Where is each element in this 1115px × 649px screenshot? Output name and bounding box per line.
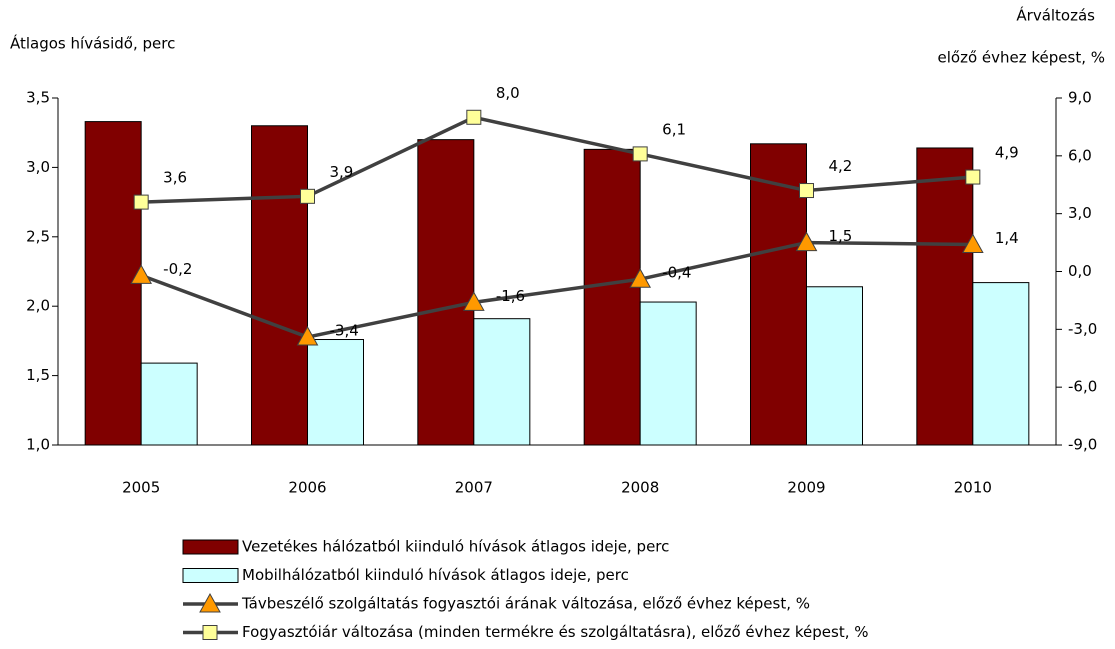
legend-label: Mobilhálózatból kiinduló hívások átlagos… [242,566,629,584]
y-axis-title: Átlagos hívásidő, perc [10,34,175,53]
y-tick-label: 1,0 [26,436,50,454]
marker [799,183,814,199]
legend-label: Fogyasztóiár változása (minden termékre … [242,623,869,641]
data-label: 1,4 [995,229,1019,247]
bar [140,362,198,446]
legend-swatch [182,539,239,555]
line [140,240,973,339]
bar [916,147,974,446]
bar [251,125,308,446]
x-tick-label: 2005 [122,479,160,497]
y2-axis-title: előző évhez képest, % [938,49,1106,67]
legend-marker [202,625,218,640]
y-tick-label: 1,5 [26,366,50,384]
marker [632,146,648,162]
data-label: 4,2 [829,157,853,175]
y2-tick-label: 9,0 [1068,89,1092,107]
y2-tick-label: 3,0 [1068,204,1092,222]
legend-swatch [182,568,239,583]
x-tick-label: 2009 [787,479,825,497]
y2-tick-label: -6,0 [1068,378,1097,396]
marker [629,268,652,288]
marker [300,188,315,204]
marker [133,194,149,210]
legend-marker [199,592,221,613]
data-label: 3,6 [163,169,187,187]
bar [806,286,863,446]
legend-label: Vezetékes hálózatból kiinduló hívások át… [242,538,669,556]
y2-axis-title: Árváltozás [1016,6,1095,25]
data-label: 1,5 [829,227,853,245]
y-tick-label: 3,0 [26,158,50,176]
marker [130,264,153,284]
x-tick-label: 2007 [455,479,493,497]
x-tick-label: 2008 [621,479,659,497]
marker [965,169,981,185]
bar [473,318,531,446]
data-label: 3,9 [330,163,354,181]
y2-tick-label: -3,0 [1068,320,1097,338]
line [141,115,973,204]
x-tick-label: 2010 [954,479,992,497]
legend-label: Távbeszélő szolgáltatás fogyasztói árána… [241,595,810,613]
bar [639,301,697,446]
data-label: -3,4 [330,322,359,340]
marker [961,233,984,254]
data-label: 6,1 [662,120,686,138]
data-label: -0,2 [163,260,192,278]
y2-tick-label: 0,0 [1068,262,1092,280]
bar [750,143,807,446]
y-tick-label: 2,0 [26,297,50,315]
y2-tick-label: 6,0 [1068,146,1092,164]
marker [462,291,485,311]
y2-tick-label: -9,0 [1068,436,1097,454]
x-tick-label: 2006 [288,479,326,497]
data-label: 8,0 [496,84,520,102]
marker [795,231,818,252]
marker [466,109,482,125]
y-tick-label: 2,5 [26,227,50,245]
marker [296,326,319,346]
data-label: -0,4 [662,264,691,282]
data-label: -1,6 [496,287,525,305]
bar [972,282,1030,446]
bar [583,148,641,446]
bar [417,139,475,446]
data-label: 4,9 [995,144,1019,162]
y-tick-label: 3,5 [26,89,50,107]
bar [307,339,364,446]
